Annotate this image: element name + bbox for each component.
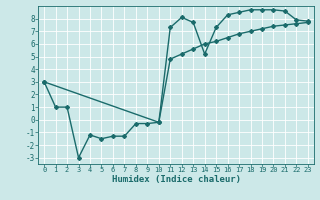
X-axis label: Humidex (Indice chaleur): Humidex (Indice chaleur) xyxy=(111,175,241,184)
